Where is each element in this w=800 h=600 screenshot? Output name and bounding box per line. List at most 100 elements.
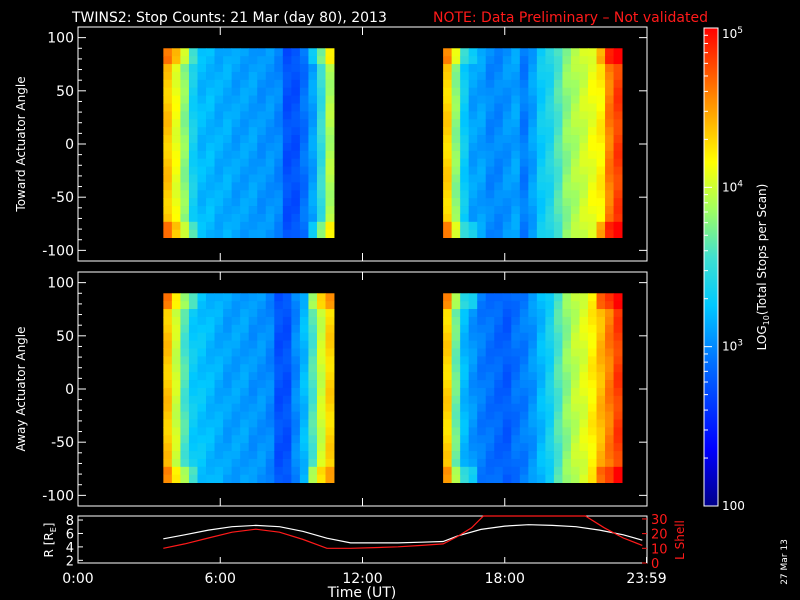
heatmap-cell <box>223 309 233 318</box>
heatmap-cell <box>180 95 190 104</box>
heatmap-cell <box>570 119 580 128</box>
heatmap-cell <box>197 119 207 128</box>
heatmap-cell <box>282 48 292 57</box>
heatmap-cell <box>188 111 198 120</box>
heatmap-cell <box>240 119 250 128</box>
heatmap-cell <box>240 419 250 428</box>
heatmap-cell <box>570 87 580 97</box>
heatmap-cell <box>519 411 529 420</box>
heatmap-cell <box>570 372 580 381</box>
heatmap-cell <box>171 229 181 238</box>
heatmap-cell <box>613 324 623 334</box>
heatmap-cell <box>451 111 461 120</box>
heatmap-cell <box>163 111 173 120</box>
heatmap-cell <box>502 340 512 349</box>
heatmap-cell <box>579 403 589 412</box>
heatmap-cell <box>588 79 597 89</box>
heatmap-cell <box>274 435 284 444</box>
heatmap-cell <box>206 142 215 152</box>
heatmap-cell <box>206 56 215 65</box>
heatmap-cell <box>596 64 606 73</box>
heatmap-cell <box>223 403 233 412</box>
radius-tick-label: 4 <box>66 541 74 556</box>
heatmap-cell <box>248 79 258 89</box>
heatmap-cell <box>325 119 335 128</box>
heatmap-cell <box>206 48 215 57</box>
heatmap-cell <box>528 111 538 120</box>
heatmap-cell <box>545 87 555 97</box>
heatmap-cell <box>579 142 589 152</box>
heatmap-cell <box>613 150 623 160</box>
heatmap-cell <box>477 435 487 444</box>
heatmap-cell <box>485 356 495 365</box>
heatmap-cell <box>477 87 487 97</box>
heatmap-cell <box>325 387 335 397</box>
heatmap-cell <box>519 340 529 349</box>
heatmap-cell <box>468 127 478 136</box>
heatmap-cell <box>477 451 487 460</box>
heatmap-cell <box>511 135 521 144</box>
heatmap-cell <box>553 466 563 476</box>
heatmap-cell <box>316 48 326 57</box>
heatmap-cell <box>511 348 521 357</box>
heatmap-cell <box>325 451 335 460</box>
heatmap-cell <box>511 293 521 302</box>
y-tick-label: -100 <box>42 488 74 504</box>
heatmap-cell <box>223 135 233 144</box>
heatmap-cell <box>248 458 258 468</box>
heatmap-cell <box>188 474 198 483</box>
heatmap-cell <box>240 451 250 460</box>
heatmap-cell <box>485 71 495 81</box>
heatmap-cell <box>163 158 173 167</box>
heatmap-cell <box>299 443 309 452</box>
heatmap-cell <box>528 380 538 389</box>
heatmap-cell <box>282 427 292 436</box>
heatmap-cell <box>171 332 181 342</box>
heatmap-cell <box>180 395 190 405</box>
heatmap-cell <box>477 458 487 468</box>
heatmap-cell <box>274 403 284 412</box>
heatmap-cell <box>265 324 275 334</box>
heatmap-cell <box>613 213 623 223</box>
heatmap-cell <box>519 166 529 175</box>
colorbar-gradient <box>703 27 719 507</box>
heatmap-cell <box>180 48 190 57</box>
heatmap-cell <box>308 71 318 81</box>
heatmap-cell <box>545 435 555 444</box>
heatmap-cell <box>468 229 478 238</box>
heatmap-cell <box>197 87 207 97</box>
heatmap-cell <box>240 190 250 199</box>
heatmap-cell <box>274 229 284 238</box>
heatmap-cell <box>308 427 318 436</box>
heatmap-cell <box>502 182 512 191</box>
heatmap-cell <box>570 174 580 183</box>
heatmap-cell <box>468 103 478 112</box>
y-tick-label: -50 <box>51 190 74 206</box>
heatmap-cell <box>197 95 207 104</box>
y-tick-label: 100 <box>47 31 74 47</box>
heatmap-cell <box>536 213 546 223</box>
heatmap-cell <box>477 103 487 112</box>
heatmap-cell <box>613 293 623 302</box>
heatmap-cell <box>188 387 198 397</box>
heatmap-cell <box>443 316 453 326</box>
heatmap-cell <box>257 324 267 334</box>
heatmap-cell <box>308 158 318 167</box>
heatmap-cell <box>274 324 284 334</box>
heatmap-cell <box>588 221 597 231</box>
heatmap-cell <box>485 213 495 223</box>
heatmap-cell <box>171 221 181 231</box>
heatmap-cell <box>274 340 284 349</box>
heatmap-cell <box>528 142 538 152</box>
heatmap-cell <box>511 127 521 136</box>
heatmap-cell <box>451 135 461 144</box>
heatmap-cell <box>562 324 572 334</box>
heatmap-cell <box>325 221 335 231</box>
heatmap-cell <box>163 474 173 483</box>
heatmap-cell <box>605 79 614 89</box>
heatmap-cell <box>197 150 207 160</box>
toward-heatmap <box>163 48 623 238</box>
heatmap-cell <box>299 87 309 97</box>
heatmap-cell <box>274 206 284 215</box>
